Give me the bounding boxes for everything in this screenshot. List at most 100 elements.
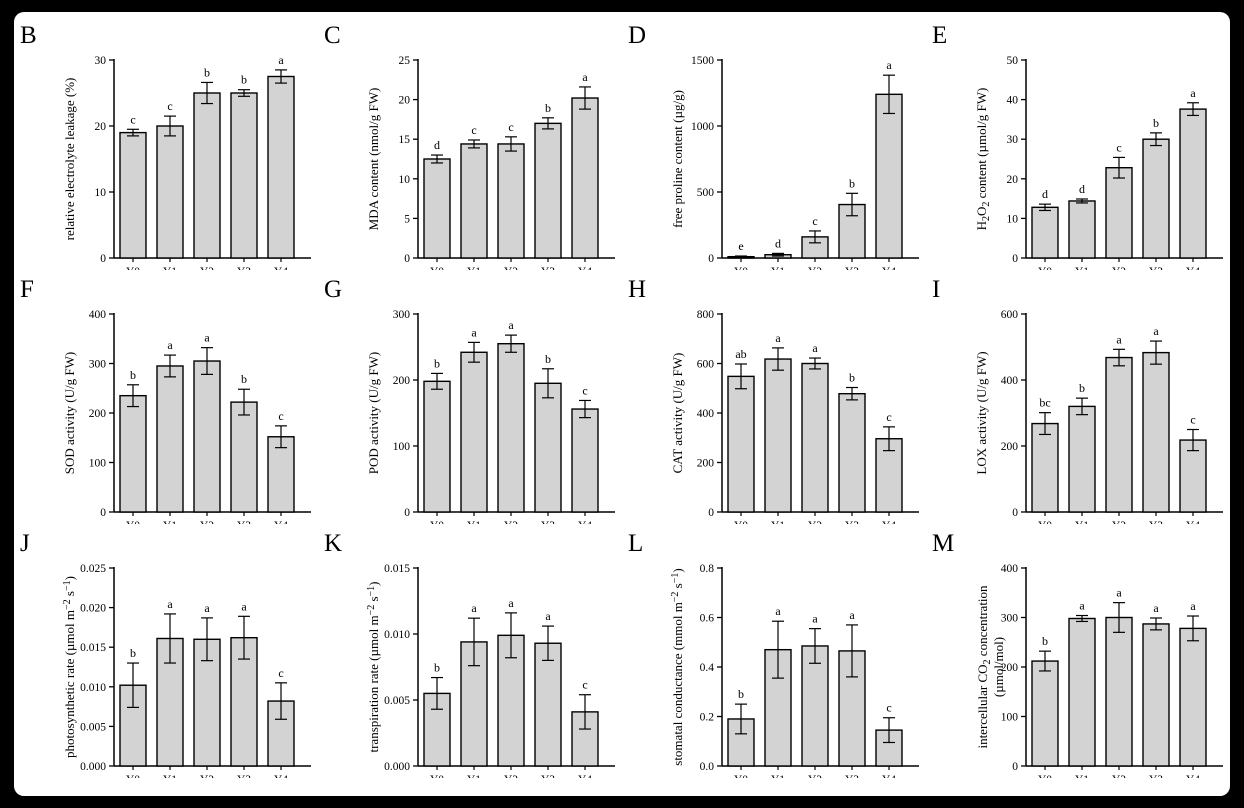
x-tick-label: Y0 bbox=[126, 520, 140, 524]
x-tick-label: Y1 bbox=[163, 266, 177, 270]
x-tick-label: Y4 bbox=[274, 774, 288, 778]
x-tick-label: Y2 bbox=[504, 774, 518, 778]
y-tick-label: 30 bbox=[95, 55, 107, 67]
x-tick-label: Y3 bbox=[541, 520, 555, 524]
bar bbox=[1142, 351, 1170, 513]
y-tick-label: 10 bbox=[95, 187, 107, 199]
bar bbox=[1142, 623, 1170, 767]
y-tick-label: 0.025 bbox=[80, 563, 106, 575]
bar bbox=[1105, 356, 1133, 513]
ylabel-part: −1 bbox=[670, 573, 681, 584]
x-tick-label: Y2 bbox=[808, 520, 822, 524]
bar bbox=[1105, 616, 1133, 767]
y-tick-label: 100 bbox=[393, 441, 411, 453]
significance-letter: a bbox=[167, 597, 173, 611]
y-tick-label: 0 bbox=[1012, 253, 1018, 265]
y-tick-label: 200 bbox=[697, 458, 715, 470]
significance-letter: d bbox=[434, 138, 440, 152]
y-axis-title: POD activity (U/g FW) bbox=[366, 352, 381, 474]
x-tick-label: Y4 bbox=[578, 774, 592, 778]
significance-letter: c bbox=[471, 123, 476, 137]
y-tick-label: 1500 bbox=[691, 55, 714, 67]
y-tick-label: 20 bbox=[399, 95, 411, 107]
significance-letter: c bbox=[582, 383, 587, 397]
y-tick-label: 20 bbox=[1007, 174, 1019, 186]
ylabel-part: 2 bbox=[981, 216, 992, 221]
x-tick-label: Y4 bbox=[578, 266, 592, 270]
bar bbox=[460, 351, 488, 513]
ylabel-part: −1 bbox=[62, 580, 73, 591]
y-tick-label: 0.010 bbox=[384, 629, 410, 641]
x-tick-label: Y2 bbox=[200, 774, 214, 778]
y-tick-label: 0.8 bbox=[700, 563, 715, 575]
significance-letter: a bbox=[1116, 332, 1122, 346]
ylabel-part: concentration bbox=[975, 585, 990, 659]
y-tick-label: 1000 bbox=[691, 121, 714, 133]
y-tick-label: 0.000 bbox=[80, 761, 106, 773]
x-tick-label: Y1 bbox=[467, 266, 481, 270]
significance-letter: a bbox=[1190, 599, 1196, 613]
x-tick-label: Y0 bbox=[126, 266, 140, 270]
significance-letter: b bbox=[434, 661, 440, 675]
bar bbox=[727, 375, 755, 513]
bar bbox=[119, 394, 147, 513]
significance-letter: c bbox=[1116, 140, 1121, 154]
y-tick-label: 30 bbox=[1007, 134, 1019, 146]
y-axis-title: free proline content (µg/g) bbox=[670, 90, 685, 228]
y-axis-title: transpiration rate (µmol m−2 s−1) bbox=[366, 581, 381, 752]
panel-f: F 0 100 200 300 400 SOD activity (U/g FW) b Y0 a Y… bbox=[14, 270, 318, 524]
ylabel-part: s bbox=[62, 591, 77, 599]
significance-letter: a bbox=[1116, 586, 1122, 600]
y-axis-title: MDA content (nmol/g FW) bbox=[366, 88, 381, 231]
significance-letter: c bbox=[278, 409, 283, 423]
significance-letter: a bbox=[241, 599, 247, 613]
ylabel-part: H bbox=[974, 221, 989, 230]
x-tick-label: Y3 bbox=[1149, 520, 1163, 524]
x-tick-label: Y1 bbox=[163, 774, 177, 778]
x-tick-label: Y2 bbox=[808, 266, 822, 270]
bar bbox=[801, 645, 829, 767]
bar bbox=[267, 75, 295, 259]
y-tick-label: 500 bbox=[697, 187, 715, 199]
bar bbox=[497, 342, 525, 513]
bar bbox=[534, 642, 562, 767]
x-tick-label: Y4 bbox=[882, 774, 896, 778]
ylabel-part: photosynthetic rate (µmol m bbox=[62, 610, 77, 758]
significance-letter: e bbox=[738, 239, 743, 253]
bar bbox=[764, 358, 792, 513]
y-tick-label: 20 bbox=[95, 121, 107, 133]
panel-letter: I bbox=[932, 276, 941, 303]
x-tick-label: Y2 bbox=[504, 520, 518, 524]
significance-letter: b bbox=[545, 101, 551, 115]
x-tick-label: Y0 bbox=[126, 774, 140, 778]
significance-letter: b bbox=[1079, 381, 1085, 395]
bar bbox=[1031, 422, 1059, 513]
y-tick-label: 600 bbox=[1001, 309, 1019, 321]
bar-chart-d: 0 500 1000 1500 free proline content (µg/g) e… bbox=[670, 55, 919, 270]
x-tick-label: Y1 bbox=[163, 520, 177, 524]
x-tick-label: Y3 bbox=[541, 774, 555, 778]
significance-letter: a bbox=[886, 58, 892, 72]
bar bbox=[875, 93, 903, 259]
y-tick-label: 0.015 bbox=[384, 563, 410, 575]
x-tick-label: Y4 bbox=[882, 520, 896, 524]
ylabel-part: O bbox=[974, 207, 989, 216]
x-tick-label: Y1 bbox=[771, 520, 785, 524]
x-tick-label: Y3 bbox=[1149, 266, 1163, 270]
significance-letter: c bbox=[167, 99, 172, 113]
significance-letter: c bbox=[278, 666, 283, 680]
significance-letter: b bbox=[130, 368, 136, 382]
bar bbox=[423, 158, 451, 259]
y-tick-label: 400 bbox=[89, 309, 107, 321]
y-tick-label: 100 bbox=[1001, 712, 1019, 724]
y-axis-title: intercellular CO2 concentration bbox=[975, 585, 993, 749]
x-tick-label: Y2 bbox=[504, 266, 518, 270]
bar bbox=[497, 143, 525, 259]
significance-letter: a bbox=[545, 609, 551, 623]
significance-letter: b bbox=[241, 73, 247, 87]
y-tick-label: 300 bbox=[393, 309, 411, 321]
bar bbox=[460, 143, 488, 259]
significance-letter: a bbox=[1153, 324, 1159, 338]
